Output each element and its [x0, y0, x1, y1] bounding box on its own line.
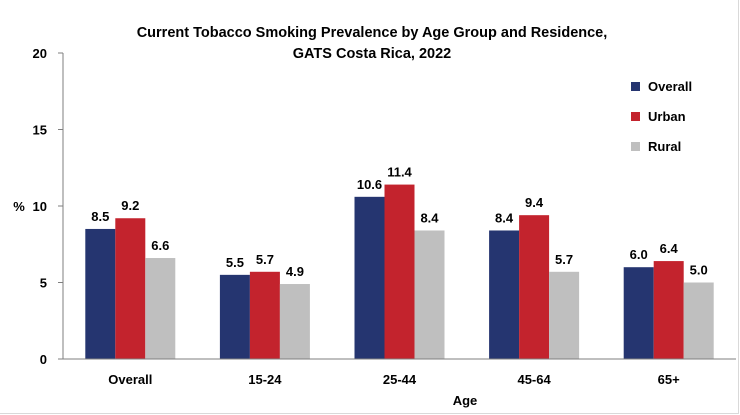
- y-tick-label: 20: [33, 46, 47, 61]
- data-label: 5.0: [690, 263, 708, 278]
- x-axis: Overall 15-24 25-44 45-64 65+: [63, 358, 736, 387]
- y-axis: 0 5 10 15 20: [33, 46, 64, 367]
- legend-label-overall: Overall: [648, 79, 692, 94]
- data-label: 5.7: [555, 252, 573, 267]
- chart-title: Current Tobacco Smoking Prevalence by Ag…: [137, 25, 608, 41]
- bar-overall-overall: [85, 228, 116, 359]
- data-label: 11.4: [387, 165, 412, 180]
- data-label: 6.6: [151, 238, 169, 253]
- y-tick-label: 5: [40, 276, 47, 291]
- legend-swatch-rural: [631, 142, 640, 151]
- x-tick-label: 25-44: [383, 372, 417, 387]
- bar-rural-65: [683, 282, 714, 359]
- x-tick-label: 45-64: [517, 372, 551, 387]
- y-tick-label: 0: [40, 352, 47, 367]
- data-label: 5.7: [256, 252, 274, 267]
- legend-label-rural: Rural: [648, 139, 681, 154]
- bar-rural-4564: [549, 271, 580, 359]
- y-tick-label: 10: [33, 199, 47, 214]
- y-axis-label: %: [13, 199, 25, 214]
- data-label: 6.4: [660, 241, 679, 256]
- legend: Overall Urban Rural: [631, 79, 692, 154]
- bar-overall-1524: [219, 274, 250, 359]
- x-tick-label: 65+: [658, 372, 680, 387]
- bar-rural-overall: [145, 258, 176, 359]
- x-tick-label: Overall: [108, 372, 152, 387]
- data-label: 8.5: [91, 209, 109, 224]
- y-tick-label: 15: [33, 123, 47, 138]
- x-axis-label: Age: [453, 393, 478, 408]
- chart-subtitle: GATS Costa Rica, 2022: [293, 46, 452, 62]
- bar-urban-4564: [519, 215, 550, 359]
- bar-urban-2544: [384, 184, 415, 359]
- bar-urban-overall: [115, 218, 146, 359]
- legend-label-urban: Urban: [648, 109, 686, 124]
- legend-swatch-overall: [631, 82, 640, 91]
- bar-overall-2544: [354, 196, 385, 359]
- bar-overall-65: [623, 267, 654, 359]
- legend-swatch-urban: [631, 112, 640, 121]
- data-label: 6.0: [630, 247, 648, 262]
- bars: 8.5 9.2 6.6 5.5 5.7 4.9 10.6 11.4 8.4 8.4 9.4 5.7 6.…: [85, 165, 714, 359]
- data-label: 9.2: [121, 198, 139, 213]
- data-label: 8.4: [495, 210, 514, 225]
- data-label: 9.4: [525, 195, 544, 210]
- data-label: 8.4: [420, 210, 439, 225]
- bar-urban-65: [653, 261, 684, 359]
- data-label: 10.6: [357, 177, 382, 192]
- bar-rural-2544: [414, 230, 445, 359]
- bar-overall-4564: [489, 230, 520, 359]
- bar-rural-1524: [279, 284, 310, 359]
- data-label: 4.9: [286, 264, 304, 279]
- data-label: 5.5: [226, 255, 244, 270]
- bar-urban-1524: [249, 271, 280, 359]
- x-tick-label: 15-24: [248, 372, 282, 387]
